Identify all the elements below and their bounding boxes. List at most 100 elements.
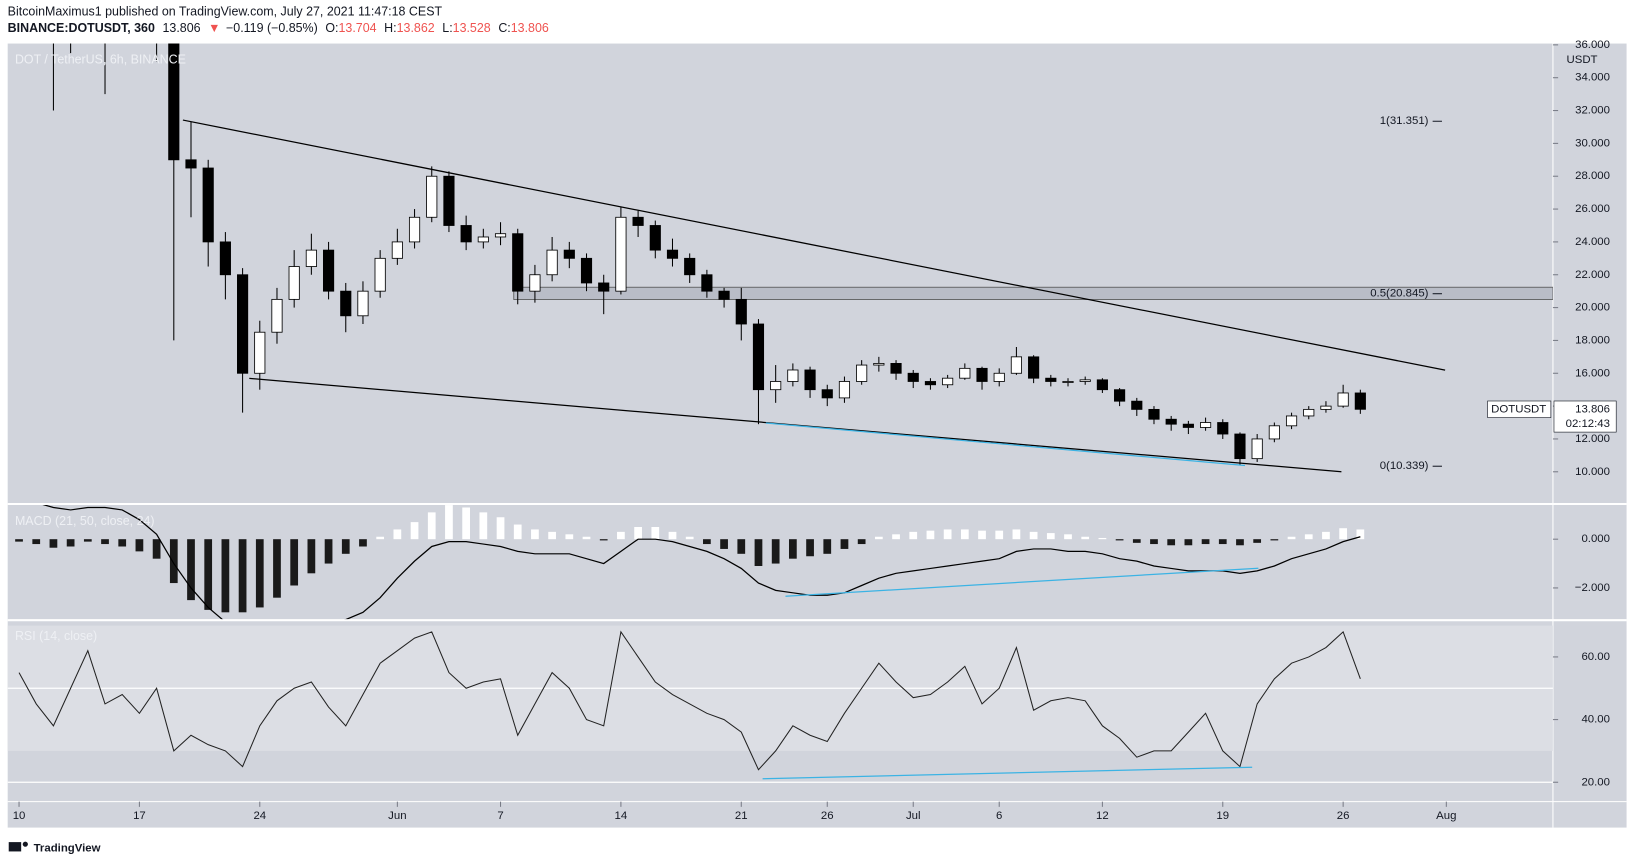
macd-bar bbox=[1184, 539, 1193, 546]
rsi-pane bbox=[7, 625, 1553, 783]
candle-body bbox=[684, 257, 696, 276]
macd-bar bbox=[1287, 536, 1296, 540]
macd-bar bbox=[582, 536, 591, 540]
macd-bar bbox=[823, 539, 832, 554]
macd-bar bbox=[445, 505, 453, 540]
macd-bar bbox=[15, 539, 23, 542]
candle-body bbox=[408, 216, 421, 243]
logo[interactable]: TradingView bbox=[8, 841, 101, 855]
x-tick-label: 12 bbox=[1096, 810, 1109, 822]
candle-body bbox=[770, 381, 782, 391]
candle-body bbox=[1028, 356, 1040, 379]
macd-bar bbox=[324, 539, 333, 564]
candle-body bbox=[959, 367, 971, 379]
candle-body bbox=[185, 159, 197, 169]
macd-bar bbox=[341, 539, 350, 554]
macd-bar bbox=[531, 529, 539, 540]
arrow: ▼ bbox=[208, 21, 220, 35]
macd-bar bbox=[427, 512, 436, 540]
macd-bar bbox=[1304, 534, 1313, 540]
macd-bar bbox=[496, 517, 505, 540]
change: −0.119 (−0.85%) bbox=[226, 21, 318, 35]
macd-line bbox=[42, 505, 1361, 620]
candle-body bbox=[202, 167, 214, 243]
candle-body bbox=[787, 369, 799, 382]
macd-bar bbox=[307, 539, 316, 574]
macd-bar bbox=[513, 524, 522, 540]
x-tick-label: 17 bbox=[133, 810, 146, 822]
macd-bar bbox=[1046, 533, 1055, 540]
candle-body bbox=[1062, 381, 1074, 383]
candle-body bbox=[1148, 408, 1160, 420]
candle-body bbox=[735, 298, 747, 325]
y-tick-label: 36.000 bbox=[1575, 39, 1610, 51]
symbol: BINANCE:DOTUSDT, 360 bbox=[8, 21, 155, 35]
macd-bar bbox=[668, 531, 677, 540]
macd-bar bbox=[83, 539, 92, 542]
macd-bar bbox=[1201, 539, 1210, 545]
candle-body bbox=[924, 381, 937, 386]
y-tick-label: 60.00 bbox=[1581, 651, 1610, 663]
candle-body bbox=[1234, 433, 1246, 460]
ohlc-label: C: bbox=[498, 21, 510, 35]
rsi-line bbox=[18, 630, 1361, 771]
macd-bar bbox=[1270, 539, 1279, 541]
candle-body bbox=[494, 233, 507, 238]
macd-bar bbox=[1029, 531, 1038, 540]
macd-bar bbox=[1356, 529, 1365, 540]
candle-body bbox=[357, 290, 369, 317]
macd-bar bbox=[754, 539, 763, 566]
macd-bar bbox=[1167, 539, 1176, 546]
macd-bar bbox=[926, 530, 935, 540]
macd-bar bbox=[376, 536, 385, 540]
candle-body bbox=[907, 372, 919, 382]
candle-body bbox=[477, 236, 489, 243]
countdown: 02:12:43 bbox=[1566, 418, 1610, 430]
macd-bar bbox=[960, 529, 969, 540]
y-tick-label: 24.000 bbox=[1575, 236, 1610, 248]
y-tick-label: −2.000 bbox=[1575, 582, 1610, 594]
candle-body bbox=[1182, 423, 1194, 428]
last: 13.806 bbox=[163, 21, 201, 35]
macd-bar bbox=[857, 539, 866, 545]
y-tick-label: 0.000 bbox=[1581, 533, 1610, 545]
ohlc-value: 13.862 bbox=[397, 21, 435, 35]
x-tick-label: Jul bbox=[906, 810, 921, 822]
ohlc-value: 13.704 bbox=[339, 21, 377, 35]
logo-mark bbox=[8, 842, 22, 852]
candle-body bbox=[271, 298, 283, 333]
macd-bar bbox=[1098, 537, 1107, 540]
macd-bar bbox=[152, 539, 161, 559]
macd-bar bbox=[1012, 529, 1021, 540]
price-tag bbox=[1553, 400, 1617, 433]
macd-bar bbox=[548, 531, 556, 540]
candle-body bbox=[718, 290, 730, 300]
candle-body bbox=[1200, 422, 1212, 428]
candle-body bbox=[288, 266, 300, 300]
ohlc-label: L: bbox=[442, 21, 452, 35]
macd-bar bbox=[1150, 539, 1158, 545]
y-tick-label: 26.000 bbox=[1575, 203, 1610, 215]
candle-body bbox=[1096, 379, 1108, 391]
zone bbox=[513, 286, 1553, 300]
macd-bar bbox=[101, 539, 109, 545]
macd-bar bbox=[771, 539, 780, 564]
candle-body bbox=[1285, 415, 1298, 427]
x-tick-label: Aug bbox=[1436, 810, 1456, 822]
candle-body bbox=[219, 241, 231, 276]
macd-bar bbox=[238, 539, 247, 613]
y-tick-label: 20.00 bbox=[1581, 776, 1610, 788]
unit: USDT bbox=[1567, 54, 1598, 66]
candle-body bbox=[821, 389, 833, 399]
macd-bar bbox=[788, 539, 797, 559]
macd-bar bbox=[1132, 539, 1141, 543]
candle-body bbox=[443, 175, 455, 226]
candle-body bbox=[563, 249, 575, 259]
macd-bar bbox=[840, 539, 849, 549]
candle-body bbox=[460, 225, 472, 243]
fib-label: 0(10.339) bbox=[1380, 460, 1429, 472]
macd-bar bbox=[1339, 528, 1348, 540]
logo-mark bbox=[22, 841, 28, 847]
axes: 10 17 24 Jun 7 14 21 26 Jul 6 12 19 26 Aug 10.000 12.00… bbox=[13, 39, 1617, 822]
